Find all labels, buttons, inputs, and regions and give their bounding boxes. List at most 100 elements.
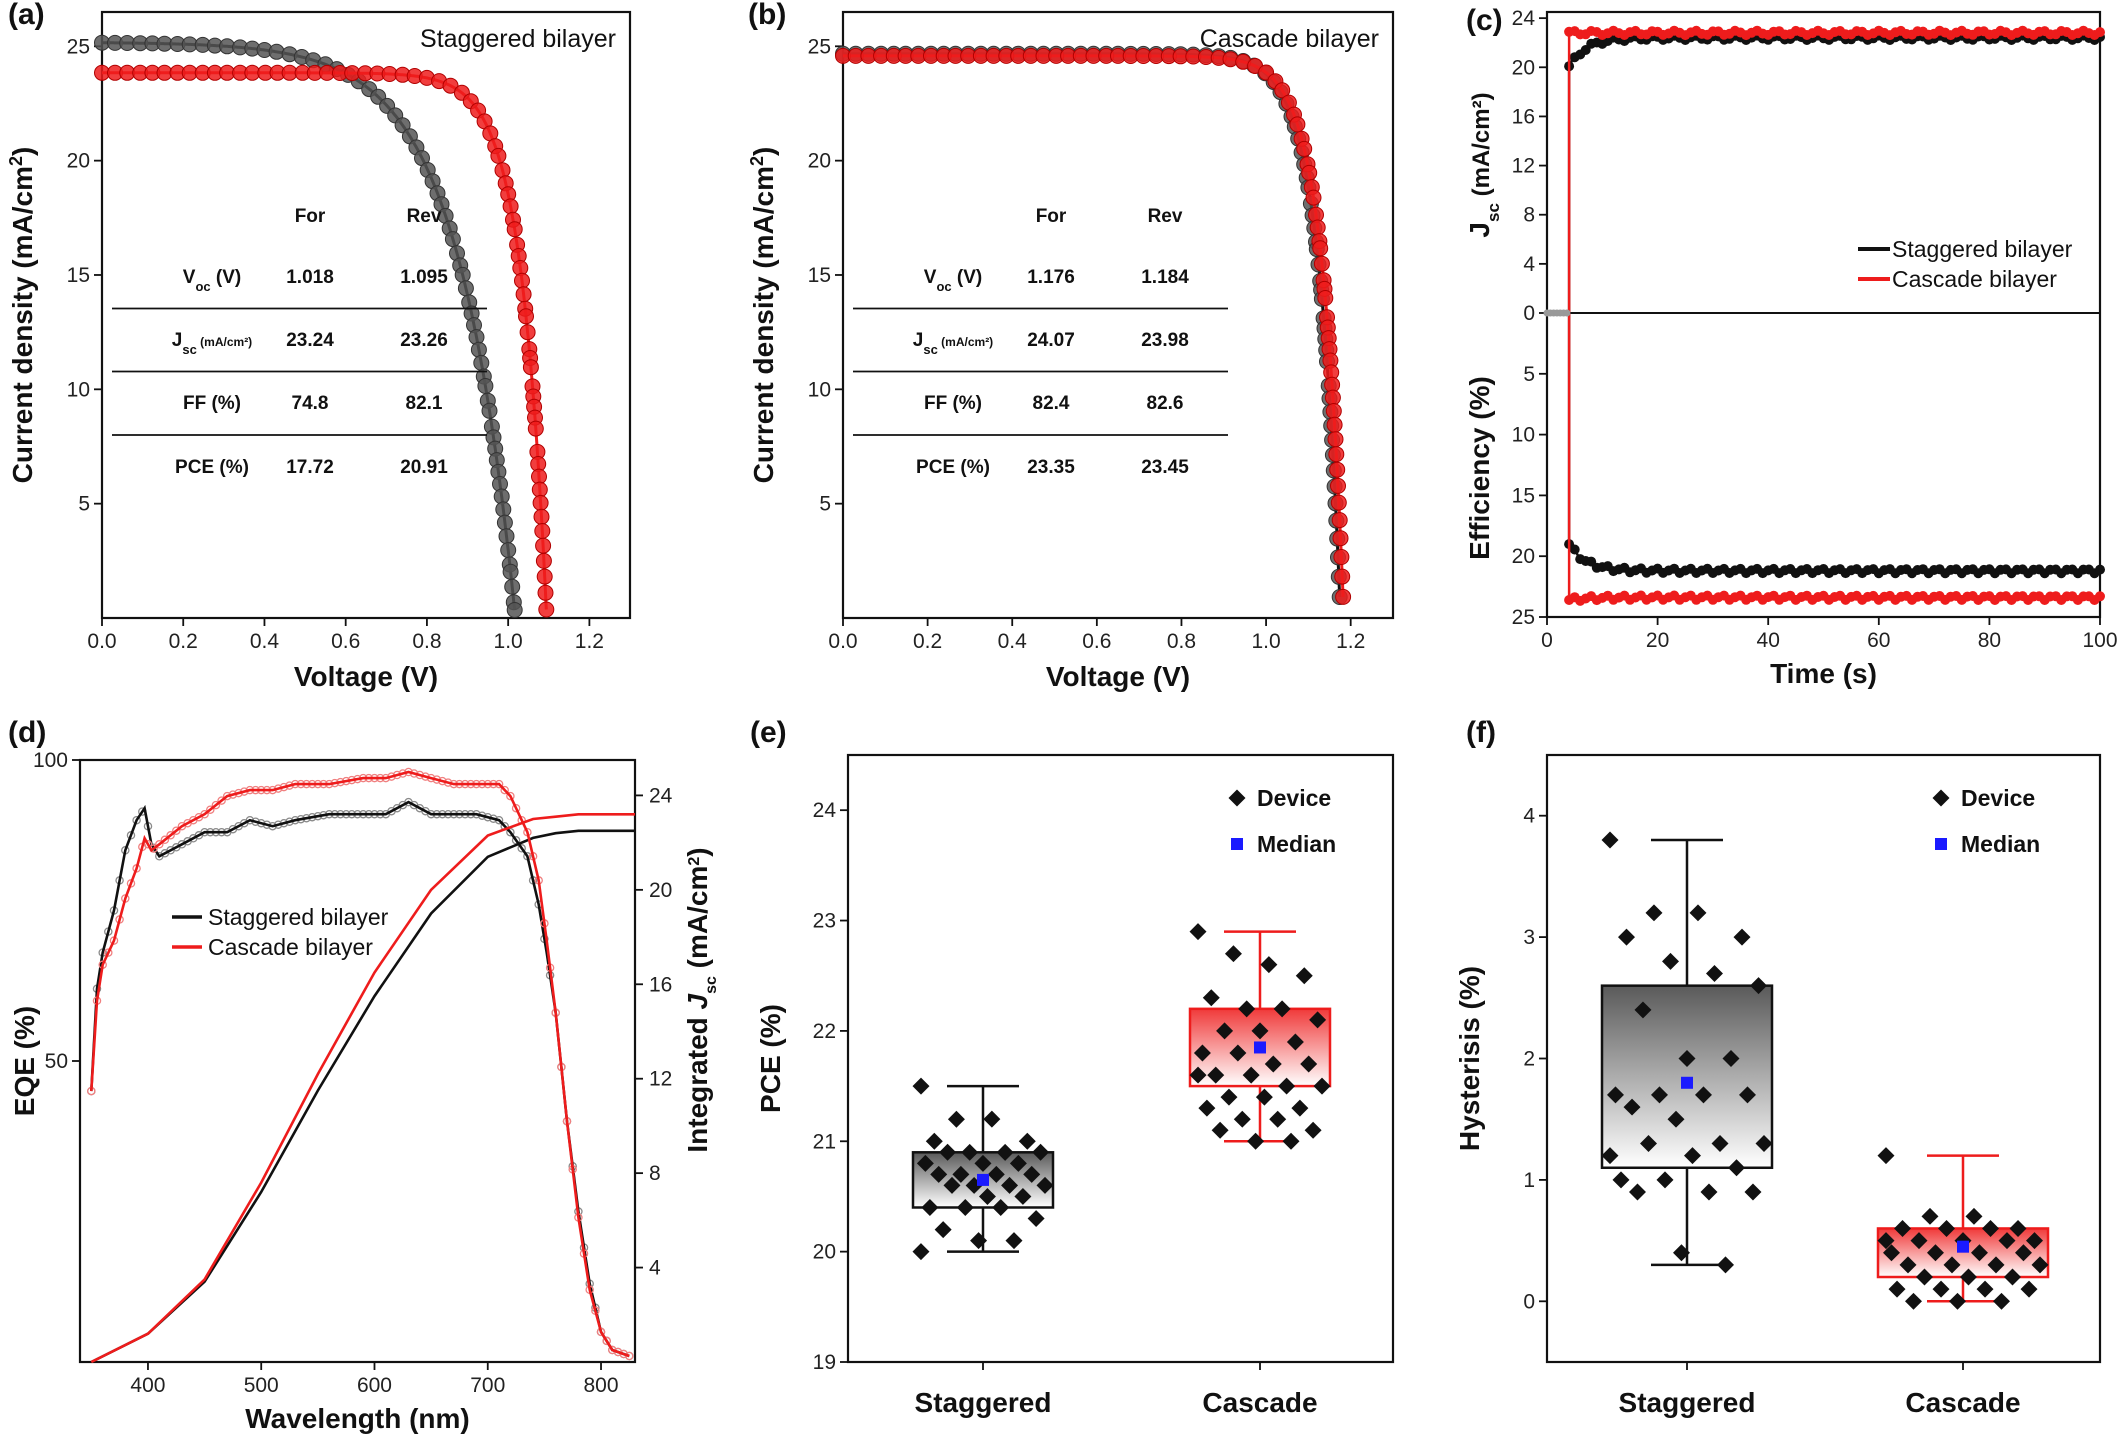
jv-marker-black bbox=[268, 43, 285, 60]
median-marker bbox=[977, 1173, 989, 1186]
panel-label: (b) bbox=[748, 0, 786, 31]
jv-marker-red bbox=[532, 494, 549, 511]
device-point bbox=[1601, 831, 1619, 849]
device-point bbox=[1255, 1088, 1273, 1106]
row-name: PCE (%) bbox=[175, 457, 249, 478]
jv-marker-black bbox=[444, 231, 461, 248]
x-tick-label: 700 bbox=[470, 1374, 505, 1397]
device-point bbox=[912, 1077, 930, 1095]
y-tick-label: 25 bbox=[67, 35, 90, 58]
device-point bbox=[1640, 1135, 1657, 1152]
y-axis-label: EQE (%) bbox=[9, 1006, 40, 1116]
device-point bbox=[1628, 1183, 1646, 1201]
y-tick-label: 15 bbox=[67, 264, 90, 287]
eqe-marker-red bbox=[217, 796, 226, 805]
jv-marker-red bbox=[442, 77, 459, 94]
eqe-marker-red bbox=[500, 785, 509, 795]
median-marker bbox=[1681, 1076, 1693, 1089]
legend-label: Device bbox=[1257, 785, 1331, 811]
y-tick-label: 10 bbox=[808, 378, 831, 401]
jv-marker-red bbox=[1289, 116, 1306, 133]
device-point bbox=[1910, 1232, 1928, 1250]
device-point bbox=[1286, 1033, 1304, 1051]
legend-label: Staggered bilayer bbox=[208, 904, 389, 930]
y2-unit: (mA/cm bbox=[682, 866, 713, 976]
table-value-for: 74.8 bbox=[292, 393, 329, 414]
device-point bbox=[1998, 1232, 2016, 1250]
jv-marker-red bbox=[1334, 568, 1351, 585]
eqe-marker-red bbox=[602, 1336, 611, 1346]
jv-marker-red bbox=[1313, 255, 1330, 272]
x-tick-label: 80 bbox=[1978, 629, 2001, 652]
device-point bbox=[1260, 956, 1278, 974]
y2-tick-label: 24 bbox=[649, 784, 673, 807]
x-tick-label: 0.6 bbox=[1082, 630, 1111, 653]
device-point bbox=[916, 1154, 934, 1172]
row-unit: (V) bbox=[952, 267, 983, 288]
jv-marker-red bbox=[1327, 431, 1344, 448]
table-row-name: Jsc (mA/cm²) bbox=[913, 330, 993, 357]
y-tick-label: 4 bbox=[1523, 805, 1535, 828]
device-point bbox=[1247, 1132, 1265, 1150]
y2-tick-label: 8 bbox=[649, 1162, 661, 1185]
row-unit: (V) bbox=[211, 267, 242, 288]
jv-marker-black bbox=[506, 602, 523, 618]
jv-marker-black bbox=[498, 528, 515, 545]
panel-label: (e) bbox=[750, 716, 787, 749]
y2-close: ) bbox=[682, 847, 713, 856]
device-point bbox=[1744, 1183, 1762, 1201]
device-point bbox=[1877, 1232, 1895, 1250]
x-tick-label: 40 bbox=[1757, 629, 1780, 652]
device-point bbox=[1905, 1292, 1922, 1310]
eqe-marker-red bbox=[200, 809, 209, 819]
panel-c: 0 20 40 60 80 100 0 4 8 12 16 20 24 5 10 15 20 25 (c) Time … bbox=[1464, 4, 2118, 689]
y-tick-label: 50 bbox=[45, 1050, 68, 1073]
y2-axis-label: Integrated Jsc (mA/cm2) bbox=[682, 847, 720, 1152]
legend-median-marker bbox=[1935, 838, 1947, 850]
table-value-for: 1.176 bbox=[1027, 267, 1075, 288]
x-tick-label: 20 bbox=[1646, 629, 1669, 652]
y-tick-label: 15 bbox=[808, 264, 831, 287]
jv-marker-red bbox=[1329, 461, 1346, 478]
bottom-y-axis-label: Efficiency (%) bbox=[1464, 376, 1495, 560]
jsc-unit: (mA/cm²) bbox=[1468, 92, 1495, 203]
device-point bbox=[1960, 1268, 1977, 1286]
jv-marker-red bbox=[1328, 446, 1345, 463]
box-iqr-black bbox=[1600, 984, 1774, 1170]
x-tick-label: 800 bbox=[583, 1374, 618, 1397]
jv-marker-red bbox=[1324, 389, 1341, 406]
table-row-name: Voc (V) bbox=[924, 267, 982, 294]
row-name: V bbox=[183, 267, 196, 288]
device-point bbox=[1899, 1256, 1917, 1274]
device-point bbox=[1220, 1088, 1238, 1106]
plot-frame bbox=[100, 10, 632, 620]
device-point bbox=[1662, 952, 1679, 970]
efficiency-trace-black bbox=[1567, 313, 2101, 575]
device-point bbox=[1607, 1086, 1624, 1104]
table-value-rev: 82.1 bbox=[406, 393, 443, 414]
x-tick-label: 500 bbox=[244, 1374, 279, 1397]
device-point bbox=[1295, 967, 1313, 985]
panel-title: Staggered bilayer bbox=[420, 25, 616, 53]
y-tick-label: 3 bbox=[1523, 926, 1535, 949]
x-tick-label: 0.2 bbox=[913, 630, 942, 653]
y-label-sup: 2 bbox=[747, 156, 767, 166]
device-point bbox=[1949, 1292, 1966, 1310]
jv-marker-red bbox=[1332, 530, 1349, 547]
x-tick-label: 0 bbox=[1541, 629, 1553, 652]
y2-sup: 2 bbox=[686, 857, 703, 866]
y-tick-label: 21 bbox=[813, 1130, 836, 1153]
table-row-name: FF (%) bbox=[183, 393, 241, 414]
jsc-sub: sc bbox=[1484, 203, 1503, 222]
device-point bbox=[1251, 1022, 1269, 1040]
y-tick-label: 12 bbox=[1512, 155, 1535, 178]
y-tick-label: 20 bbox=[808, 150, 831, 173]
device-point bbox=[1645, 904, 1663, 922]
y-tick-label: 20 bbox=[67, 150, 90, 173]
device-point bbox=[1036, 1176, 1054, 1194]
row-name-sub: sc bbox=[923, 342, 937, 357]
table-value-rev: 23.45 bbox=[1141, 457, 1189, 478]
eqe-marker-red bbox=[155, 840, 164, 849]
device-point bbox=[1987, 1256, 2005, 1274]
jv-marker-red bbox=[1317, 290, 1334, 306]
